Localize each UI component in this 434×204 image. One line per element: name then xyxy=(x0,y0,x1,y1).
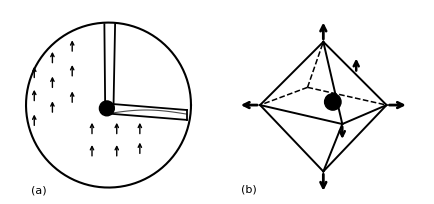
Circle shape xyxy=(325,94,341,110)
Circle shape xyxy=(99,101,114,116)
Text: (a): (a) xyxy=(30,186,46,196)
Text: (b): (b) xyxy=(241,185,257,195)
